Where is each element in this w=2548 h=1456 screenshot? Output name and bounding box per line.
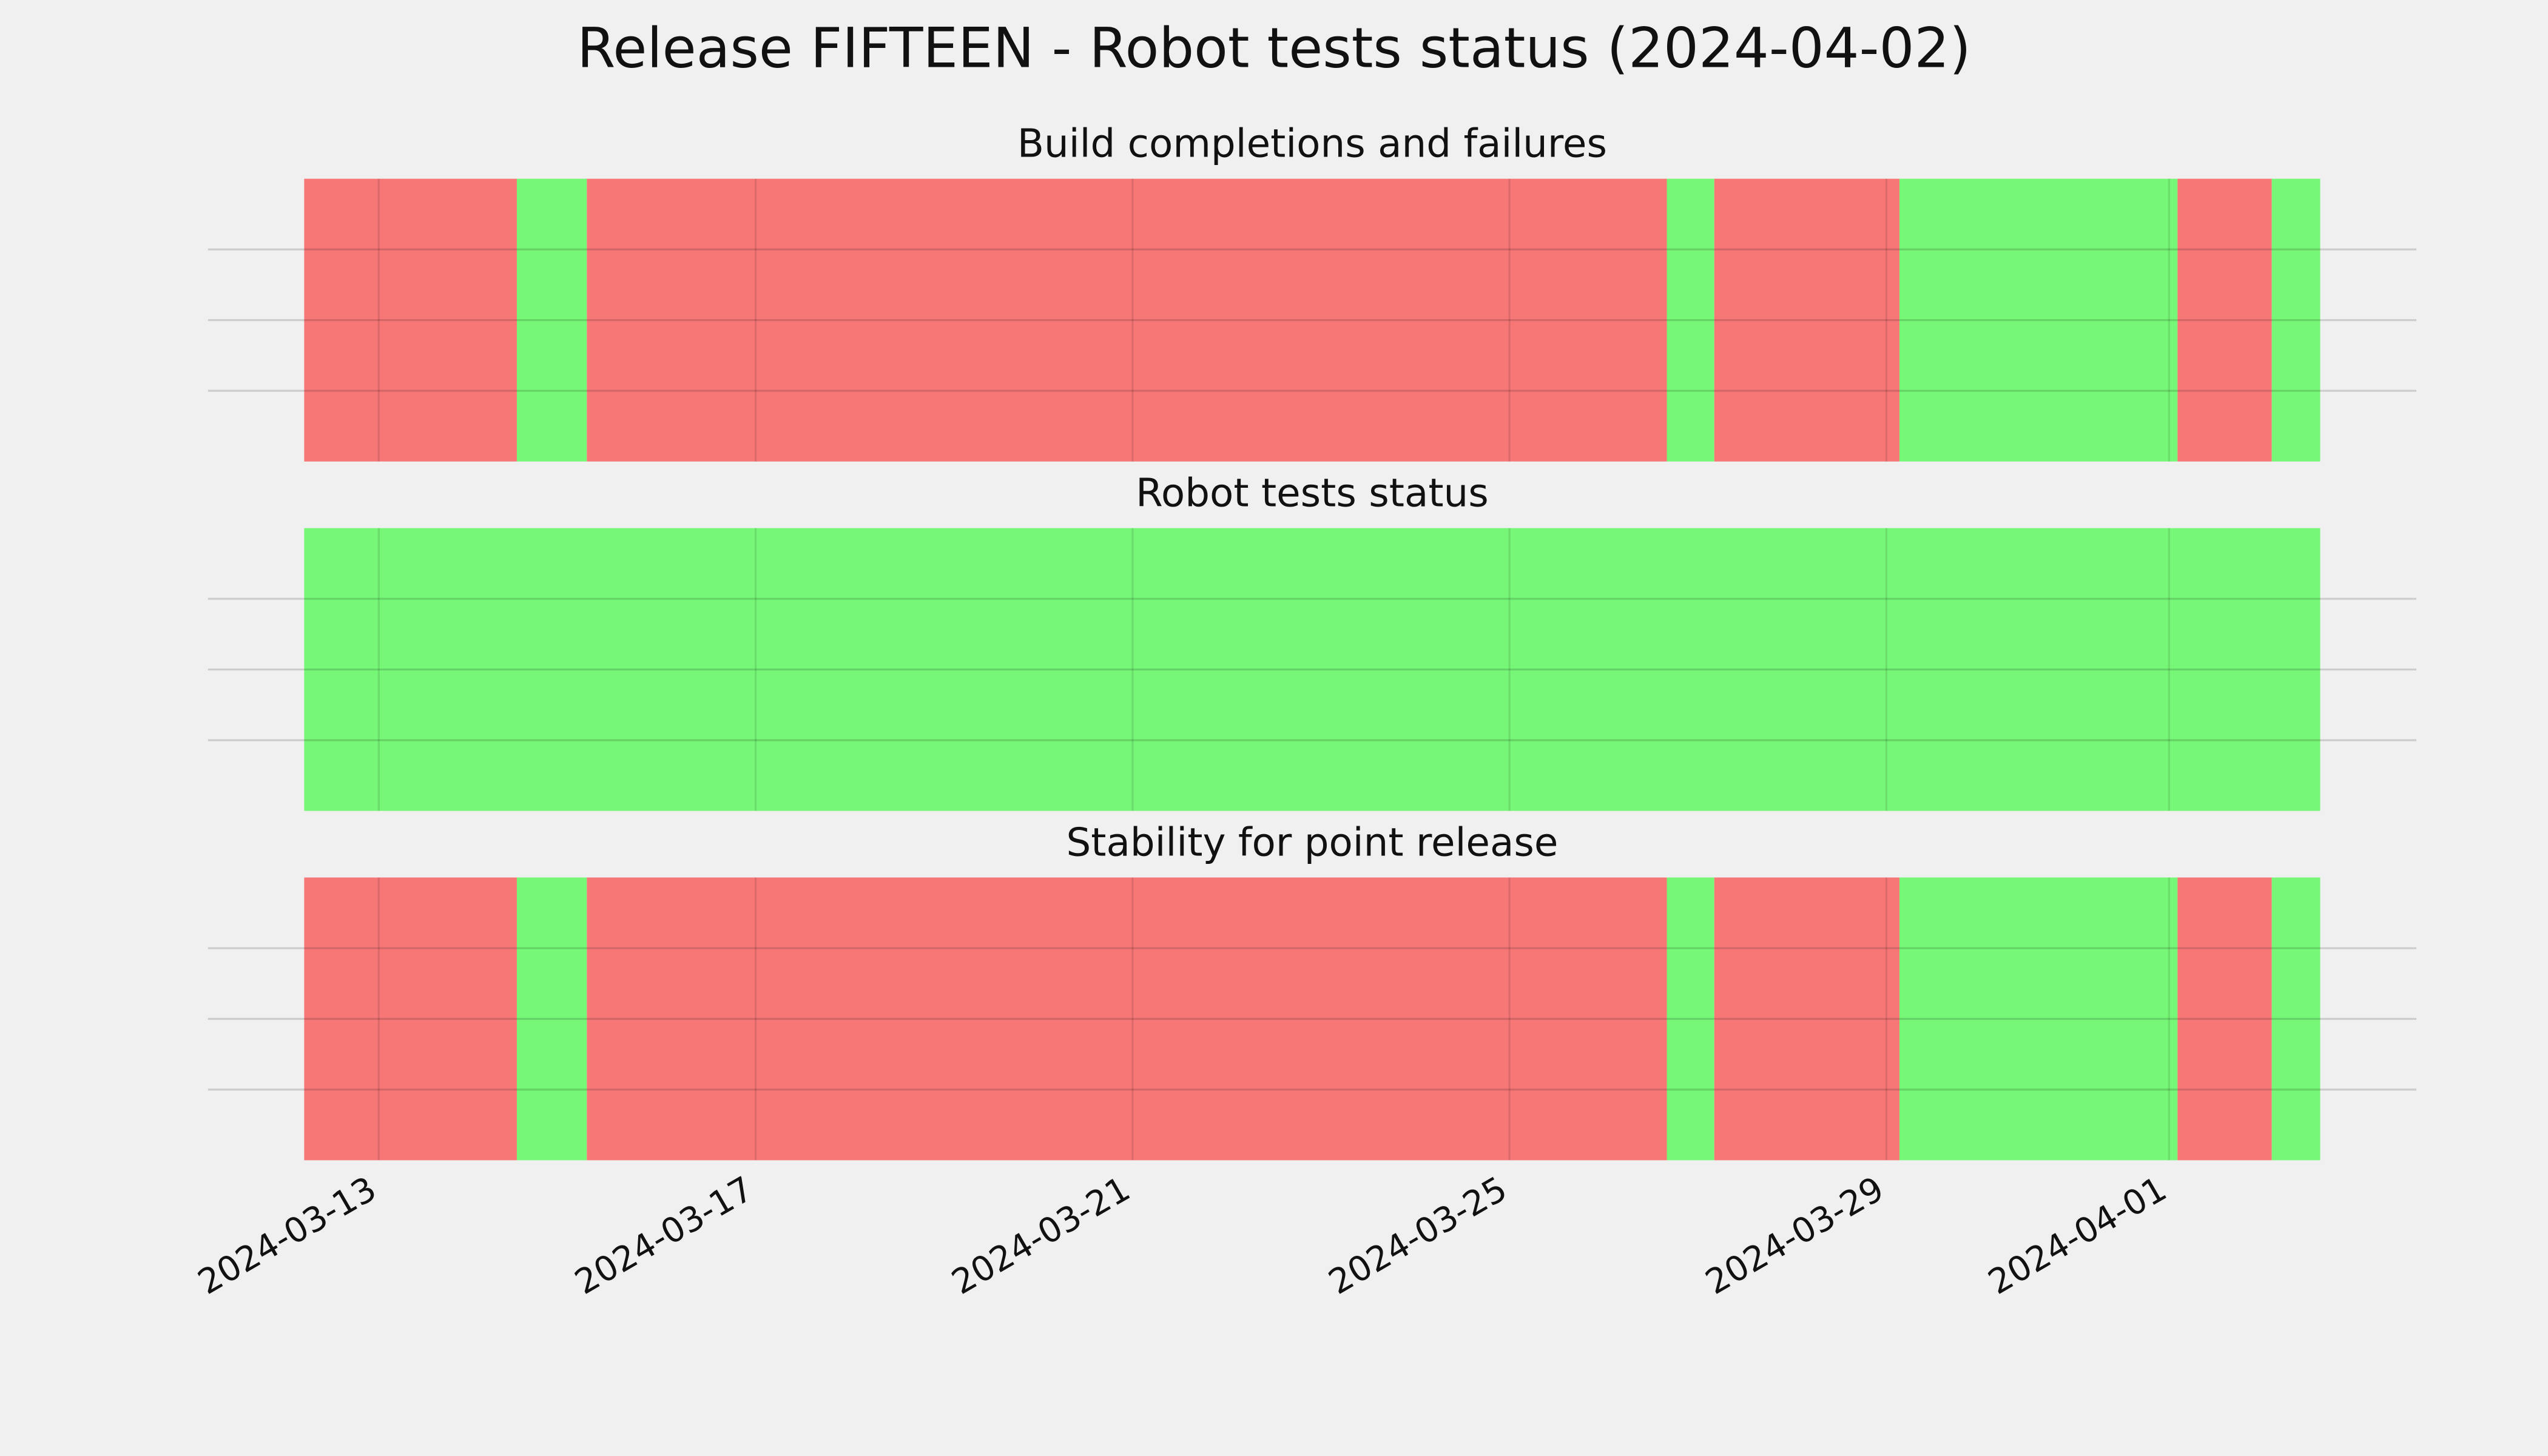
- status-span: [516, 178, 587, 462]
- status-span: [1667, 877, 1714, 1161]
- status-span: [587, 877, 1667, 1161]
- status-span: [2271, 178, 2320, 462]
- panel-title: Robot tests status: [1136, 471, 1489, 516]
- status-span: [304, 877, 517, 1161]
- panel-title: Build completions and failures: [1017, 121, 1607, 167]
- chart-title: Release FIFTEEN - Robot tests status (20…: [577, 16, 1971, 81]
- status-span: [2177, 178, 2272, 462]
- status-span: [1667, 178, 1714, 462]
- status-span: [2177, 877, 2272, 1161]
- status-span: [2271, 877, 2320, 1161]
- status-span: [1899, 877, 2178, 1161]
- status-span: [587, 178, 1667, 462]
- status-span: [1899, 178, 2178, 462]
- panel-title: Stability for point release: [1067, 820, 1559, 865]
- status-span: [1714, 877, 1899, 1161]
- status-span: [304, 178, 517, 462]
- status-span: [304, 528, 2320, 811]
- status-span: [1714, 178, 1899, 462]
- status-span: [516, 877, 587, 1161]
